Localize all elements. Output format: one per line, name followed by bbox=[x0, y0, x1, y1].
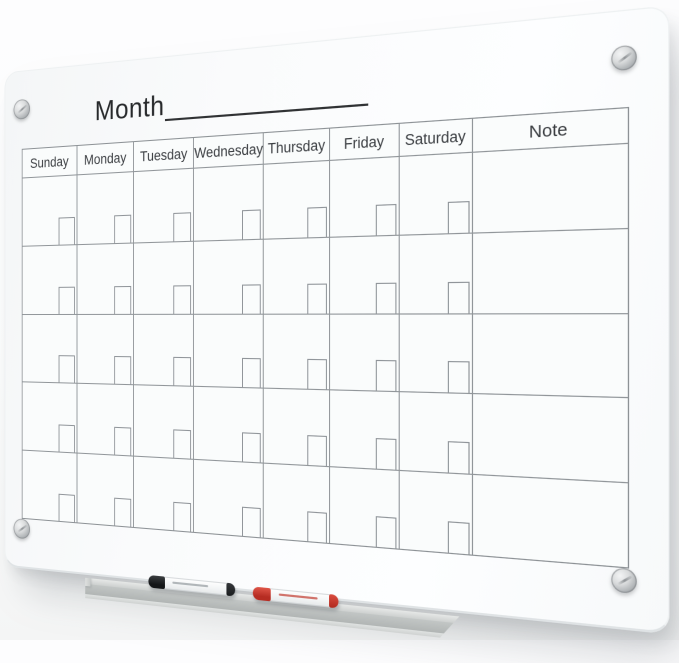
marker-cap-red bbox=[253, 586, 271, 601]
day-cell bbox=[77, 243, 133, 313]
day-cell bbox=[77, 314, 133, 384]
date-box bbox=[376, 360, 397, 391]
day-cell bbox=[194, 387, 263, 462]
day-cell bbox=[194, 460, 263, 537]
day-cell bbox=[134, 457, 193, 532]
header-saturday: Saturday bbox=[400, 119, 472, 156]
day-cell bbox=[134, 242, 193, 314]
note-cell bbox=[472, 475, 627, 567]
note-cell bbox=[472, 314, 627, 398]
date-box bbox=[376, 204, 397, 235]
marker-label-print bbox=[172, 582, 208, 588]
date-box bbox=[242, 507, 261, 538]
day-cell bbox=[134, 386, 193, 459]
month-title-underline bbox=[165, 103, 368, 121]
day-cell bbox=[264, 389, 329, 466]
date-box bbox=[173, 285, 191, 314]
note-cell bbox=[472, 395, 627, 483]
day-cell bbox=[194, 165, 263, 241]
note-cell bbox=[472, 229, 627, 313]
date-box bbox=[115, 286, 132, 314]
day-cell bbox=[264, 314, 329, 389]
date-box bbox=[173, 212, 191, 241]
day-cell bbox=[77, 454, 133, 527]
date-box bbox=[242, 433, 261, 463]
date-box bbox=[115, 356, 132, 384]
header-friday: Friday bbox=[330, 124, 398, 160]
day-cell bbox=[330, 157, 398, 236]
day-cell bbox=[77, 384, 133, 456]
day-cell bbox=[400, 471, 472, 554]
date-box bbox=[447, 521, 469, 554]
day-cell bbox=[23, 315, 77, 384]
day-cell bbox=[264, 161, 329, 238]
header-wednesday: Wednesday bbox=[194, 133, 263, 167]
board-perspective-wrapper: Month Sunday Monday Tuesday Wednesday Th… bbox=[5, 6, 667, 631]
day-cell bbox=[264, 464, 329, 543]
day-cell bbox=[194, 314, 263, 388]
day-cell bbox=[264, 238, 329, 314]
month-title: Month bbox=[95, 92, 165, 126]
day-cell bbox=[330, 391, 398, 470]
date-box bbox=[307, 435, 327, 466]
date-box bbox=[376, 438, 397, 470]
date-box bbox=[242, 284, 261, 313]
date-box bbox=[376, 516, 397, 548]
note-cell bbox=[472, 144, 627, 232]
day-cell bbox=[194, 240, 263, 314]
date-box bbox=[307, 207, 327, 238]
header-monday: Monday bbox=[77, 142, 133, 174]
date-box bbox=[242, 358, 261, 388]
day-cell bbox=[400, 393, 472, 474]
date-box bbox=[307, 359, 327, 389]
header-tuesday: Tuesday bbox=[134, 138, 193, 171]
date-box bbox=[447, 281, 469, 313]
standoff-screw-top-right bbox=[611, 44, 637, 71]
day-cell bbox=[400, 153, 472, 235]
date-box bbox=[173, 502, 191, 532]
date-box bbox=[242, 209, 261, 239]
standoff-screw-bottom-right bbox=[611, 567, 637, 594]
marker-tray bbox=[85, 578, 459, 640]
glass-board: Month Sunday Monday Tuesday Wednesday Th… bbox=[5, 5, 670, 634]
date-box bbox=[115, 214, 132, 242]
date-box bbox=[307, 511, 327, 542]
day-cell bbox=[400, 314, 472, 393]
date-box bbox=[173, 430, 191, 459]
date-box bbox=[447, 361, 469, 393]
marker-label-print bbox=[279, 593, 318, 599]
date-box bbox=[173, 357, 191, 386]
tray-end-stop bbox=[84, 571, 90, 587]
date-box bbox=[115, 427, 132, 456]
date-box bbox=[376, 282, 397, 313]
date-box bbox=[58, 286, 74, 313]
date-box bbox=[58, 494, 74, 522]
day-cell bbox=[77, 172, 133, 244]
day-cell bbox=[330, 467, 398, 548]
date-box bbox=[58, 425, 74, 453]
day-cell bbox=[23, 451, 77, 522]
marker-cap-black bbox=[148, 575, 165, 589]
day-cell bbox=[23, 383, 77, 453]
date-box bbox=[447, 201, 469, 233]
day-cell bbox=[23, 175, 77, 245]
header-thursday: Thursday bbox=[264, 129, 329, 164]
day-cell bbox=[134, 314, 193, 386]
day-cell bbox=[400, 233, 472, 313]
day-cell bbox=[330, 314, 398, 391]
date-box bbox=[58, 217, 74, 245]
standoff-screw-bottom-left bbox=[14, 518, 30, 539]
day-cell bbox=[330, 236, 398, 314]
date-box bbox=[58, 356, 74, 384]
date-box bbox=[307, 283, 327, 313]
date-box bbox=[115, 498, 132, 527]
day-cell bbox=[23, 245, 77, 314]
standoff-screw-top-left bbox=[14, 99, 30, 120]
day-cell bbox=[134, 169, 193, 242]
calendar-grid: Sunday Monday Tuesday Wednesday Thursday… bbox=[22, 107, 629, 569]
date-box bbox=[447, 441, 469, 474]
header-sunday: Sunday bbox=[23, 146, 77, 177]
